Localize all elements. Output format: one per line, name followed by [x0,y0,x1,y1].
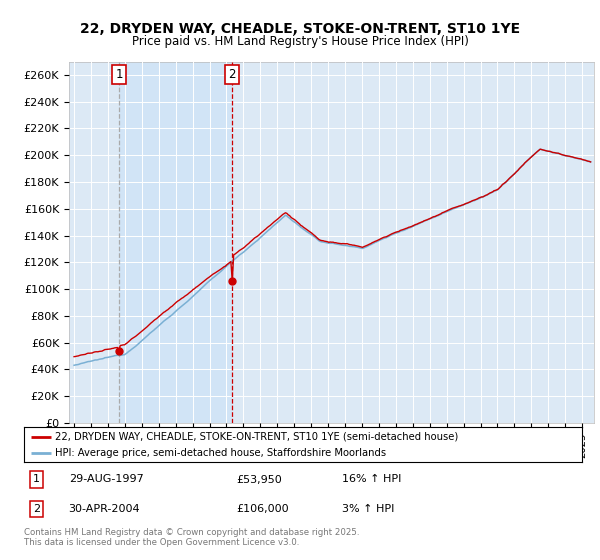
Text: HPI: Average price, semi-detached house, Staffordshire Moorlands: HPI: Average price, semi-detached house,… [55,449,386,458]
Text: 1: 1 [115,68,123,81]
Text: 16% ↑ HPI: 16% ↑ HPI [342,474,401,484]
Text: 29-AUG-1997: 29-AUG-1997 [68,474,143,484]
Text: £53,950: £53,950 [236,474,282,484]
Bar [119,62,232,423]
Text: 2: 2 [229,68,236,81]
Text: £106,000: £106,000 [236,504,289,514]
Text: 30-APR-2004: 30-APR-2004 [68,504,140,514]
Text: Price paid vs. HM Land Registry's House Price Index (HPI): Price paid vs. HM Land Registry's House … [131,35,469,48]
Text: 22, DRYDEN WAY, CHEADLE, STOKE-ON-TRENT, ST10 1YE (semi-detached house): 22, DRYDEN WAY, CHEADLE, STOKE-ON-TRENT,… [55,432,458,442]
Text: 1: 1 [33,474,40,484]
Text: 2: 2 [33,504,40,514]
Text: 22, DRYDEN WAY, CHEADLE, STOKE-ON-TRENT, ST10 1YE: 22, DRYDEN WAY, CHEADLE, STOKE-ON-TRENT,… [80,22,520,36]
Text: 3% ↑ HPI: 3% ↑ HPI [342,504,394,514]
Text: Contains HM Land Registry data © Crown copyright and database right 2025.
This d: Contains HM Land Registry data © Crown c… [24,528,359,547]
